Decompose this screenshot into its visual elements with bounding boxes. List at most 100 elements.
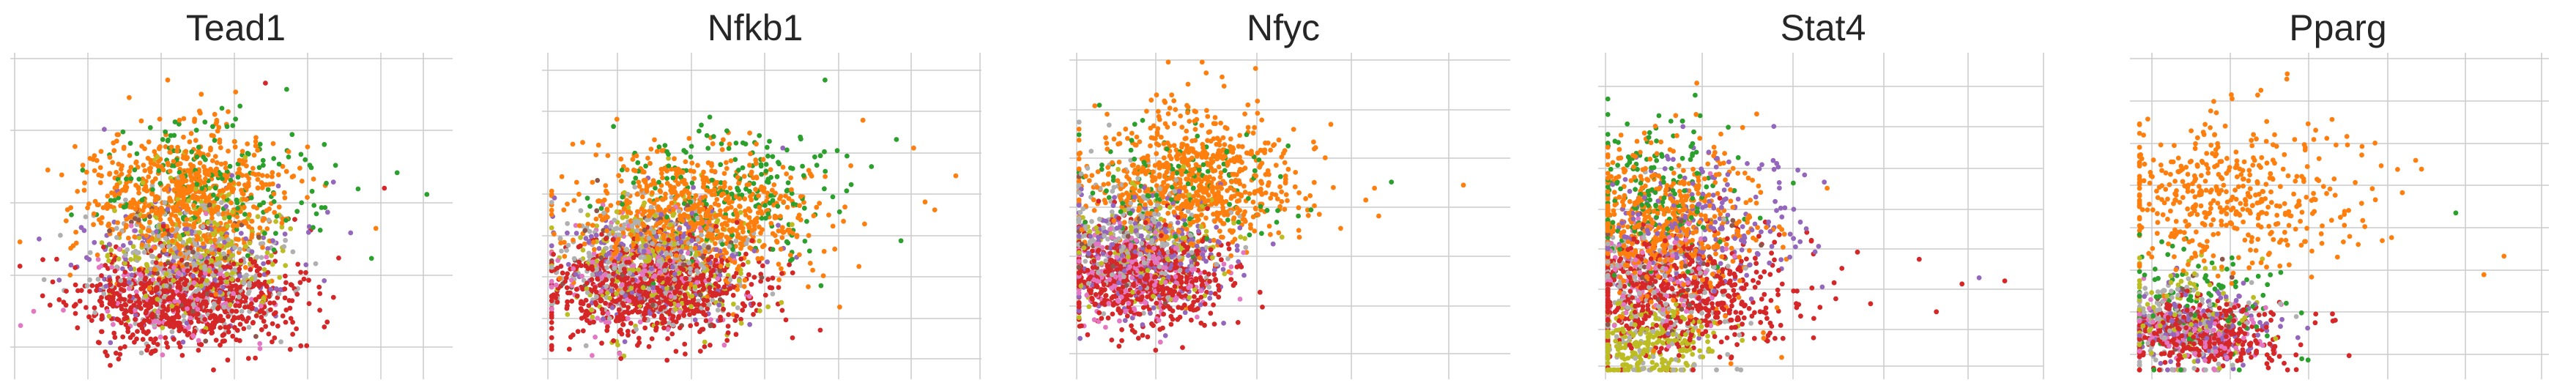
scatter-point-tead1: [209, 258, 214, 263]
scatter-point-tead1: [230, 270, 235, 276]
scatter-point-nfkb1: [620, 215, 626, 220]
scatter-point-nfkb1: [600, 280, 606, 286]
scatter-point-nfkb1: [719, 258, 724, 264]
scatter-point-nfkb1: [796, 212, 802, 218]
scatter-point-tead1: [289, 298, 295, 303]
scatter-point-tead1: [280, 163, 286, 169]
scatter-point-nfkb1: [740, 262, 746, 267]
scatter-point-nfkb1: [786, 196, 792, 201]
scatter-point-tead1: [271, 156, 277, 161]
scatter-point-tead1: [172, 254, 178, 260]
scatter-point-nfkb1: [676, 270, 682, 276]
scatter-point-tead1: [165, 160, 171, 166]
scatter-point-tead1: [219, 318, 225, 324]
scatter-point-tead1: [129, 272, 135, 278]
scatter-point-tead1: [199, 293, 205, 298]
scatter-point-tead1: [185, 238, 191, 244]
scatter-point-nfkb1: [689, 180, 695, 186]
scatter-point-tead1: [220, 338, 226, 344]
scatter-point-tead1: [136, 190, 142, 196]
scatter-point-tead1: [229, 308, 235, 314]
scatter-point-nfkb1: [776, 285, 782, 290]
scatter-point-tead1: [248, 267, 253, 272]
scatter-point-tead1: [134, 293, 140, 299]
scatter-point-tead1: [306, 278, 311, 283]
scatter-point-nfkb1: [694, 280, 700, 286]
scatter-point-nfkb1: [801, 173, 806, 179]
scatter-point-tead1: [218, 171, 223, 177]
scatter-point-tead1: [212, 154, 218, 160]
scatter-point-tead1: [81, 187, 87, 193]
scatter-point-nfkb1: [743, 186, 749, 192]
scatter-point-tead1: [177, 284, 183, 290]
scatter-point-nfkb1: [797, 203, 802, 209]
scatter-point-nfkb1: [643, 163, 648, 169]
scatter-point-tead1: [208, 292, 214, 298]
scatter-point-tead1: [249, 218, 255, 224]
scatter-point-nfkb1: [610, 237, 616, 242]
scatter-point-nfkb1: [738, 256, 744, 262]
scatter-point-tead1: [171, 159, 177, 164]
scatter-point-tead1: [211, 367, 216, 373]
scatter-point-tead1: [187, 139, 193, 145]
scatter-point-nfkb1: [642, 169, 647, 175]
scatter-point-tead1: [158, 261, 163, 267]
scatter-point-tead1: [212, 138, 218, 144]
scatter-point-nfkb1: [683, 351, 688, 357]
scatter-point-nfkb1: [759, 171, 764, 177]
scatter-point-tead1: [100, 205, 106, 210]
scatter-point-tead1: [171, 278, 177, 283]
scatter-point-nfkb1: [574, 179, 579, 185]
scatter-point-nfkb1: [617, 297, 623, 302]
scatter-point-tead1: [73, 282, 78, 288]
scatter-point-tead1: [394, 170, 400, 176]
scatter-point-tead1: [179, 174, 185, 179]
scatter-point-tead1: [264, 250, 270, 256]
scatter-point-nfkb1: [770, 291, 776, 297]
scatter-point-tead1: [246, 324, 252, 330]
scatter-point-tead1: [275, 323, 281, 329]
scatter-point-nfkb1: [706, 277, 712, 283]
panel-title-tead1: Tead1: [186, 7, 286, 48]
scatter-point-tead1: [188, 130, 194, 136]
scatter-point-nfkb1: [643, 306, 649, 312]
scatter-point-tead1: [47, 302, 53, 308]
scatter-point-tead1: [102, 276, 108, 282]
scatter-point-tead1: [119, 320, 125, 326]
scatter-point-tead1: [157, 116, 163, 122]
scatter-point-nfkb1: [686, 190, 691, 196]
scatter-point-nfkb1: [699, 122, 704, 128]
scatter-point-tead1: [246, 212, 252, 217]
scatter-point-tead1: [311, 225, 316, 231]
scatter-point-tead1: [143, 185, 149, 190]
scatter-point-tead1: [122, 344, 127, 349]
scatter-point-tead1: [118, 346, 123, 351]
scatter-point-tead1: [201, 233, 207, 239]
scatter-point-tead1: [82, 180, 87, 186]
scatter-point-tead1: [223, 160, 229, 166]
scatter-point-tead1: [218, 161, 224, 167]
scatter-point-tead1: [188, 319, 194, 325]
scatter-point-tead1: [250, 320, 256, 326]
scatter-point-tead1: [174, 179, 180, 185]
scatter-point-tead1: [146, 303, 152, 309]
scatter-point-tead1: [270, 261, 275, 267]
scatter-point-tead1: [56, 297, 62, 302]
scatter-point-tead1: [266, 331, 272, 337]
scatter-point-nfkb1: [764, 144, 770, 150]
scatter-point-tead1: [68, 205, 73, 211]
scatter-point-tead1: [114, 226, 119, 231]
scatter-point-tead1: [153, 287, 159, 293]
scatter-point-tead1: [234, 214, 240, 220]
scatter-point-tead1: [133, 160, 139, 165]
scatter-point-tead1: [268, 307, 273, 313]
scatter-point-tead1: [86, 257, 92, 262]
scatter-point-tead1: [226, 324, 231, 329]
scatter-point-tead1: [240, 149, 245, 154]
scatter-point-nfkb1: [776, 223, 781, 228]
scatter-point-tead1: [262, 231, 267, 236]
scatter-point-nfkb1: [787, 252, 793, 258]
scatter-point-nfkb1: [664, 214, 669, 220]
scatter-point-tead1: [355, 186, 361, 192]
scatter-point-tead1: [148, 157, 154, 163]
